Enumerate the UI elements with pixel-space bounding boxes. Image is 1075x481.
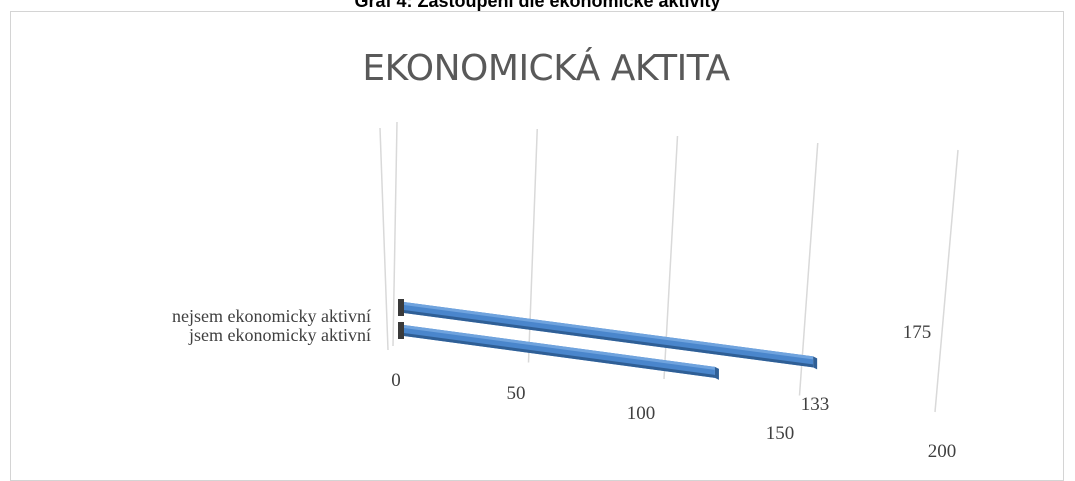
x-tick-label: 200	[928, 441, 957, 462]
chart-title: EKONOMICKÁ AKTITA	[362, 47, 730, 89]
bar	[398, 322, 719, 380]
gridline	[798, 142, 819, 396]
wall-line	[379, 127, 389, 351]
gridline	[392, 121, 398, 347]
figure-caption: Graf 4: Zastoupení dle ekonomické aktivi…	[354, 0, 721, 11]
bar	[398, 299, 818, 370]
category-label: nejsem ekonomicky aktivní	[172, 306, 371, 326]
x-tick-label: 0	[391, 370, 401, 391]
gridline	[934, 149, 959, 413]
data-label: 133	[801, 394, 830, 415]
x-tick-labels: 0 50 100 150 200	[391, 370, 956, 462]
data-label: 175	[903, 322, 932, 343]
x-tick-label: 100	[627, 403, 656, 424]
data-labels: 133 175	[801, 322, 932, 415]
x-tick-label: 50	[507, 383, 526, 404]
x-tick-label: 150	[766, 423, 795, 444]
category-label: jsem ekonomicky aktivní	[188, 325, 371, 345]
bars	[398, 299, 818, 380]
